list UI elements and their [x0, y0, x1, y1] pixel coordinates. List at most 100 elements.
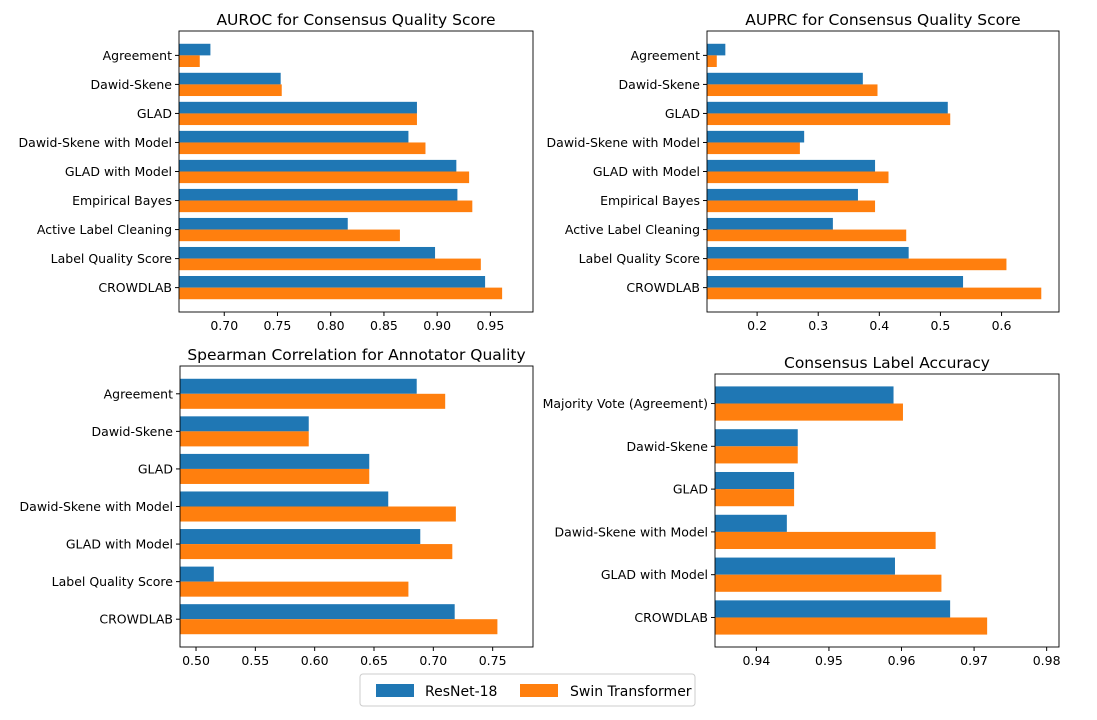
y-tick-label: GLAD with Model [66, 537, 173, 552]
bar-swin [715, 574, 942, 592]
x-tick-label: 0.75 [479, 653, 507, 668]
x-tick-label: 0.96 [888, 653, 916, 668]
bar-resnet [707, 43, 726, 56]
y-tick-label: CROWDLAB [99, 612, 173, 627]
x-tick-label: 0.2 [747, 318, 767, 333]
bar-resnet [179, 217, 348, 230]
bar-resnet [179, 276, 486, 288]
bar-swin [715, 446, 798, 464]
bar-resnet [707, 72, 863, 85]
y-tick-label: GLAD with Model [593, 164, 700, 179]
y-tick-label: Label Quality Score [51, 251, 173, 266]
y-tick-label: Active Label Cleaning [37, 222, 172, 237]
bar-resnet [179, 246, 436, 259]
subplot-2: Agreement Dawid-Skene GLAD Dawid-Skene with… [547, 11, 1060, 333]
y-tick-label: Dawid-Skene with Model [555, 524, 708, 539]
y-tick-label: Majority Vote (Agreement) [543, 396, 708, 411]
bar-resnet [180, 604, 455, 620]
legend-swatch-resnet [376, 684, 414, 697]
y-tick-label: Agreement [104, 386, 174, 401]
x-tick-label: 0.55 [241, 653, 269, 668]
y-tick-label: Dawid-Skene with Model [19, 135, 172, 150]
chart-title: AUPRC for Consensus Quality Score [745, 11, 1020, 29]
y-tick-label: Dawid-Skene [91, 77, 173, 92]
legend: ResNet-18 Swin Transformer [359, 673, 696, 707]
y-tick-label: Dawid-Skene with Model [547, 135, 700, 150]
y-tick-label: Label Quality Score [52, 574, 174, 589]
bar-resnet [179, 159, 457, 172]
y-tick-label: Label Quality Score [579, 251, 701, 266]
y-tick-label: Empirical Bayes [600, 193, 700, 208]
y-tick-label: GLAD [665, 106, 700, 121]
bar-swin [707, 200, 876, 213]
y-tick-label: Agreement [103, 48, 173, 63]
bar-swin [715, 531, 936, 550]
bar-swin [179, 84, 282, 97]
bar-swin [707, 113, 951, 126]
bar-resnet [707, 276, 964, 288]
chart-title: AUROC for Consensus Quality Score [216, 11, 495, 29]
chart-title: Spearman Correlation for Annotator Quali… [187, 346, 525, 364]
bar-resnet [180, 453, 370, 469]
y-tick-label: Dawid-Skene with Model [20, 499, 173, 514]
bar-swin [180, 581, 409, 597]
bar-swin [179, 287, 503, 300]
x-tick-label: 0.90 [423, 318, 451, 333]
bar-resnet [715, 514, 787, 532]
bar-swin [715, 489, 795, 507]
bar-resnet [179, 188, 458, 201]
bar-swin [707, 229, 907, 242]
chart-title: Consensus Label Accuracy [784, 354, 990, 372]
bar-resnet [707, 130, 805, 143]
bar-resnet [179, 101, 417, 114]
axes-frame [179, 365, 534, 648]
bar-swin [715, 617, 988, 635]
axes-frame [706, 30, 1060, 313]
bar-swin [179, 200, 473, 213]
y-tick-label: CROWDLAB [98, 280, 172, 295]
bar-resnet [707, 101, 948, 114]
bar-swin [707, 258, 1007, 271]
axes-frame [714, 373, 1060, 648]
bar-swin [179, 258, 481, 271]
bar-swin [179, 142, 426, 155]
x-tick-label: 0.60 [301, 653, 329, 668]
bar-swin [180, 544, 453, 560]
x-tick-label: 0.95 [476, 318, 504, 333]
bar-resnet [179, 43, 211, 56]
subplot-4: Majority Vote (Agreement) Dawid-Skene GLAD… [543, 354, 1061, 668]
y-tick-label: Dawid-Skene [92, 424, 174, 439]
bar-swin [180, 431, 309, 447]
y-tick-label: Agreement [631, 48, 701, 63]
y-tick-label: Dawid-Skene [627, 439, 709, 454]
x-tick-label: 0.98 [1033, 653, 1061, 668]
bar-resnet [715, 600, 951, 618]
bar-swin [179, 55, 200, 67]
y-tick-label: CROWDLAB [634, 610, 708, 625]
bar-resnet [707, 217, 833, 230]
subplot-1: Agreement Dawid-Skene GLAD Dawid-Skene with… [19, 11, 534, 333]
bar-resnet [707, 246, 909, 259]
bar-resnet [715, 557, 895, 575]
bar-swin [707, 55, 717, 67]
subplot-3: Agreement Dawid-Skene GLAD Dawid-Skene with… [20, 346, 534, 668]
bar-resnet [707, 188, 858, 201]
legend-swatch-swin [520, 684, 558, 697]
y-tick-label: Empirical Bayes [72, 193, 172, 208]
x-tick-label: 0.80 [317, 318, 345, 333]
bar-resnet [715, 471, 795, 490]
y-tick-label: GLAD [673, 482, 708, 497]
y-tick-label: GLAD with Model [601, 567, 708, 582]
bar-resnet [180, 491, 389, 507]
bar-swin [707, 287, 1042, 300]
bar-resnet [180, 529, 421, 545]
legend-label-swin: Swin Transformer [570, 684, 692, 700]
x-tick-label: 0.70 [419, 653, 447, 668]
y-tick-label: Dawid-Skene [619, 77, 701, 92]
y-tick-label: CROWDLAB [626, 280, 700, 295]
x-tick-label: 0.65 [360, 653, 388, 668]
bar-resnet [180, 378, 417, 394]
bar-swin [180, 506, 456, 522]
bar-resnet [715, 429, 798, 447]
